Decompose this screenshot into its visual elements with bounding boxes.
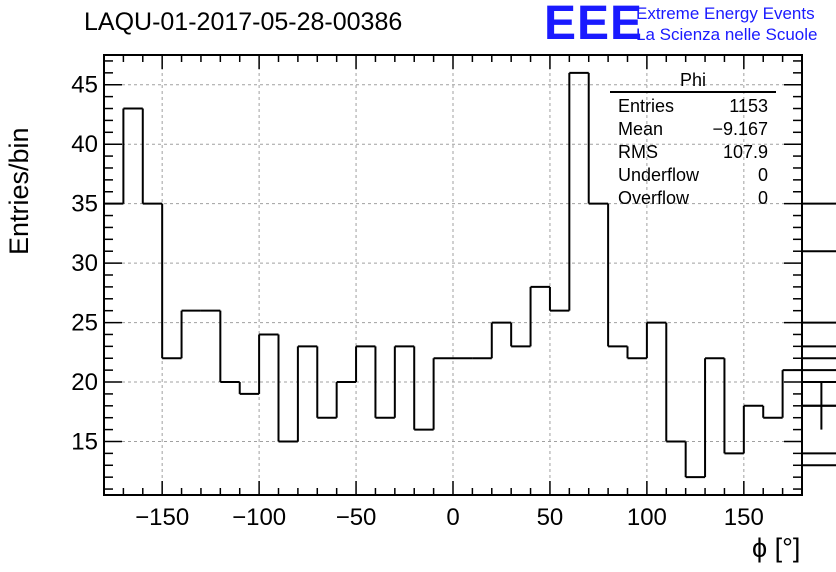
histogram-bars xyxy=(104,71,836,479)
x-tick-label: −100 xyxy=(232,504,286,531)
chart-title: LAQU-01-2017-05-28-00386 xyxy=(84,8,403,36)
y-tick-label: 45 xyxy=(71,72,98,99)
y-tick-label: 35 xyxy=(71,191,98,218)
stats-value: 1153 xyxy=(729,96,768,116)
x-axis-label: ϕ [°] xyxy=(752,533,801,563)
eee-logo: EEE xyxy=(544,0,644,50)
axis-ticks: −150 −100 −50 0 50 100 150 15 20 25 30 35 40 45 xyxy=(71,55,802,531)
y-axis-label: Entries/bin xyxy=(4,127,34,255)
stats-value: −9.167 xyxy=(712,119,768,139)
x-tick-label: 100 xyxy=(627,504,667,531)
x-tick-label: −50 xyxy=(336,504,377,531)
stats-row-mean: Mean −9.167 xyxy=(610,118,776,141)
stats-row-underflow: Underflow 0 xyxy=(610,164,776,187)
stats-label: Underflow xyxy=(618,165,700,185)
stats-value: 107.9 xyxy=(722,142,768,162)
stats-divider xyxy=(610,91,776,93)
y-tick-label: 20 xyxy=(71,369,98,396)
x-tick-label: −150 xyxy=(135,504,189,531)
stats-label: Entries xyxy=(618,96,675,116)
stats-title: Phi xyxy=(679,70,706,90)
x-tick-label: 0 xyxy=(446,504,459,531)
y-tick-label: 40 xyxy=(71,131,98,158)
stats-row-overflow: Overflow 0 xyxy=(610,187,776,210)
stats-value: 0 xyxy=(757,188,768,208)
stats-label: Overflow xyxy=(618,188,690,208)
x-tick-label: 50 xyxy=(537,504,564,531)
stats-box: Phi Entries 1153 Mean −9.167 RMS 107.9 U… xyxy=(610,70,776,210)
y-tick-label: 15 xyxy=(71,428,98,455)
stats-value: 0 xyxy=(757,165,768,185)
stats-row-entries: Entries 1153 xyxy=(610,95,776,118)
stats-row-rms: RMS 107.9 xyxy=(610,141,776,164)
x-tick-label: 150 xyxy=(724,504,764,531)
y-tick-label: 25 xyxy=(71,310,98,337)
stats-label: RMS xyxy=(618,142,658,162)
logo-text-line1: Extreme Energy Events xyxy=(636,4,815,23)
logo-text-line2: La Scienza nelle Scuole xyxy=(636,25,818,44)
y-tick-label: 30 xyxy=(71,250,98,277)
stats-label: Mean xyxy=(618,119,664,139)
